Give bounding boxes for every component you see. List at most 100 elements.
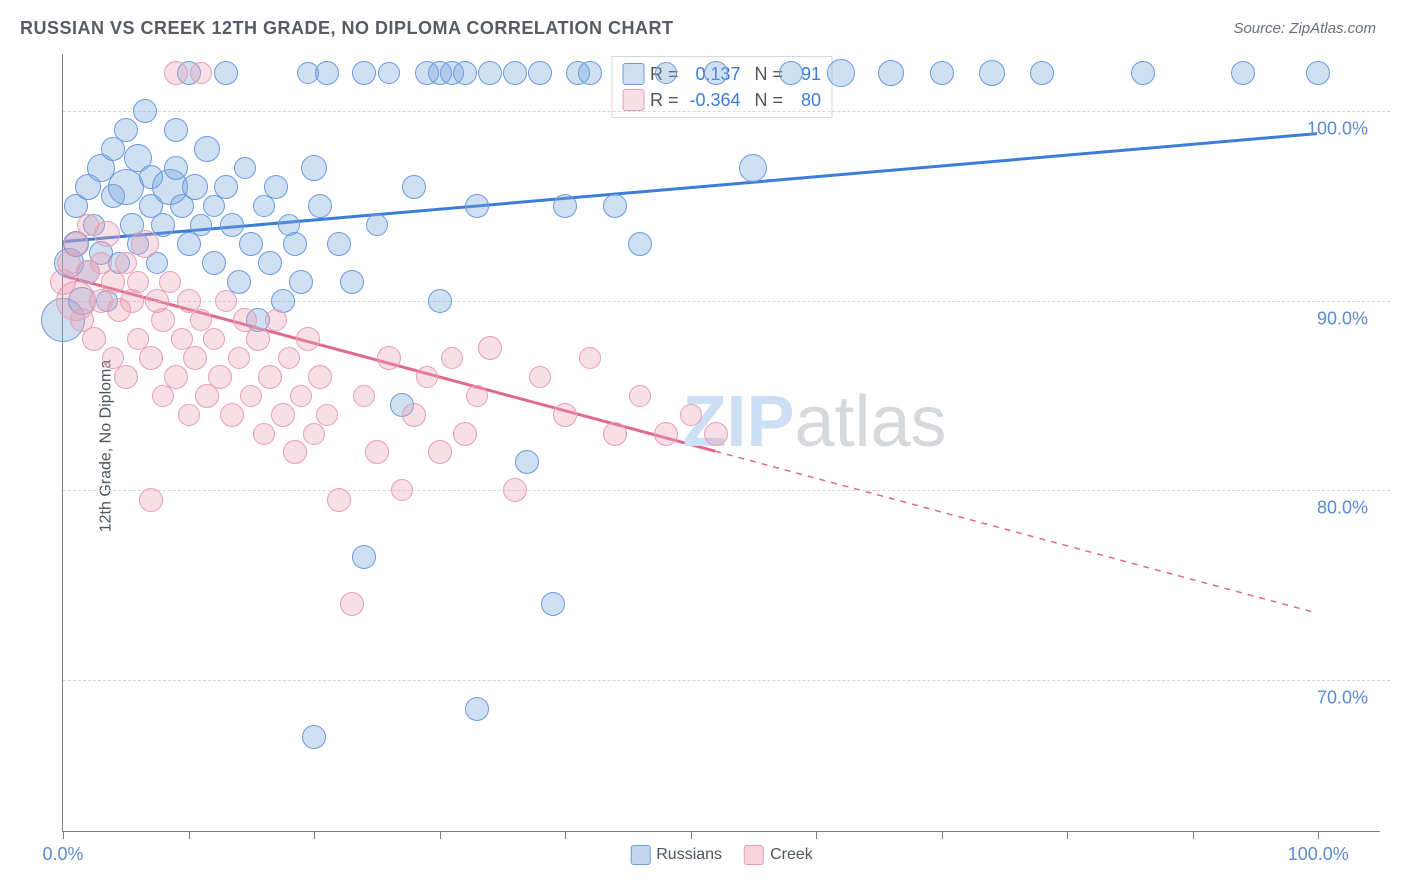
legend-swatch bbox=[630, 845, 650, 865]
data-point bbox=[654, 422, 678, 446]
legend-label: Russians bbox=[656, 846, 722, 864]
data-point bbox=[441, 347, 463, 369]
y-tick-label: 100.0% bbox=[1307, 118, 1368, 139]
data-point bbox=[278, 347, 300, 369]
legend-item: Creek bbox=[744, 845, 813, 865]
legend-swatch bbox=[622, 89, 644, 111]
x-tick bbox=[565, 831, 566, 839]
scatter-plot: ZIPatlas R =0.137N =91R =-0.364N =80 Rus… bbox=[62, 54, 1380, 832]
data-point bbox=[271, 403, 295, 427]
data-point bbox=[327, 232, 351, 256]
data-point bbox=[327, 488, 351, 512]
x-tick bbox=[440, 831, 441, 839]
data-point bbox=[465, 194, 489, 218]
r-label: R = bbox=[650, 90, 679, 111]
data-point bbox=[164, 118, 188, 142]
data-point bbox=[465, 697, 489, 721]
data-point bbox=[478, 61, 502, 85]
data-point bbox=[214, 61, 238, 85]
data-point bbox=[827, 59, 855, 87]
data-point bbox=[131, 230, 159, 258]
data-point bbox=[203, 328, 225, 350]
x-tick bbox=[189, 831, 190, 839]
data-point bbox=[366, 214, 388, 236]
data-point bbox=[1030, 61, 1054, 85]
watermark: ZIPatlas bbox=[682, 381, 946, 463]
r-value: -0.364 bbox=[685, 90, 741, 111]
data-point bbox=[316, 404, 338, 426]
data-point bbox=[1306, 61, 1330, 85]
data-point bbox=[151, 213, 175, 237]
x-tick bbox=[1067, 831, 1068, 839]
data-point bbox=[503, 61, 527, 85]
n-value: 80 bbox=[789, 90, 821, 111]
data-point bbox=[239, 232, 263, 256]
data-point bbox=[541, 592, 565, 616]
data-point bbox=[453, 61, 477, 85]
y-tick-label: 90.0% bbox=[1317, 308, 1368, 329]
gridline bbox=[63, 680, 1390, 681]
x-tick bbox=[314, 831, 315, 839]
y-tick-label: 70.0% bbox=[1317, 688, 1368, 709]
legend-label: Creek bbox=[770, 846, 813, 864]
data-point bbox=[416, 366, 438, 388]
data-point bbox=[182, 174, 208, 200]
x-tick-label: 100.0% bbox=[1288, 844, 1349, 865]
data-point bbox=[228, 347, 250, 369]
data-point bbox=[94, 221, 120, 247]
data-point bbox=[164, 61, 188, 85]
data-point bbox=[159, 271, 181, 293]
data-point bbox=[202, 251, 226, 275]
data-point bbox=[704, 61, 728, 85]
x-tick bbox=[691, 831, 692, 839]
gridline bbox=[63, 301, 1390, 302]
legend-swatch bbox=[744, 845, 764, 865]
data-point bbox=[428, 289, 452, 313]
data-point bbox=[377, 346, 401, 370]
data-point bbox=[352, 545, 376, 569]
data-point bbox=[139, 488, 163, 512]
trend-line bbox=[63, 134, 1317, 242]
gridline bbox=[63, 490, 1390, 491]
series-legend: Russians Creek bbox=[630, 845, 813, 865]
data-point bbox=[553, 194, 577, 218]
data-point bbox=[391, 479, 413, 501]
data-point bbox=[114, 118, 138, 142]
data-point bbox=[378, 62, 400, 84]
data-point bbox=[1231, 61, 1255, 85]
data-point bbox=[579, 347, 601, 369]
data-point bbox=[680, 404, 702, 426]
data-point bbox=[289, 270, 313, 294]
data-point bbox=[114, 365, 138, 389]
data-point bbox=[258, 251, 282, 275]
data-point bbox=[402, 403, 426, 427]
data-point bbox=[265, 309, 287, 331]
x-tick bbox=[1318, 831, 1319, 839]
data-point bbox=[240, 385, 262, 407]
chart-title: RUSSIAN VS CREEK 12TH GRADE, NO DIPLOMA … bbox=[20, 18, 674, 39]
data-point bbox=[655, 62, 677, 84]
data-point bbox=[283, 232, 307, 256]
data-point bbox=[194, 136, 220, 162]
data-point bbox=[302, 725, 326, 749]
data-point bbox=[466, 385, 488, 407]
data-point bbox=[315, 61, 339, 85]
legend-row: R = -0.364 N =80 bbox=[622, 87, 821, 113]
gridline bbox=[63, 111, 1390, 112]
data-point bbox=[127, 271, 149, 293]
data-point bbox=[133, 99, 157, 123]
data-point bbox=[220, 213, 244, 237]
data-point bbox=[529, 366, 551, 388]
data-point bbox=[453, 422, 477, 446]
data-point bbox=[101, 270, 125, 294]
data-point bbox=[164, 156, 188, 180]
data-point bbox=[214, 175, 238, 199]
x-tick bbox=[942, 831, 943, 839]
data-point bbox=[82, 327, 106, 351]
data-point bbox=[515, 450, 539, 474]
n-label: N = bbox=[755, 90, 784, 111]
data-point bbox=[503, 478, 527, 502]
data-point bbox=[603, 194, 627, 218]
data-point bbox=[352, 61, 376, 85]
legend-swatch bbox=[622, 63, 644, 85]
